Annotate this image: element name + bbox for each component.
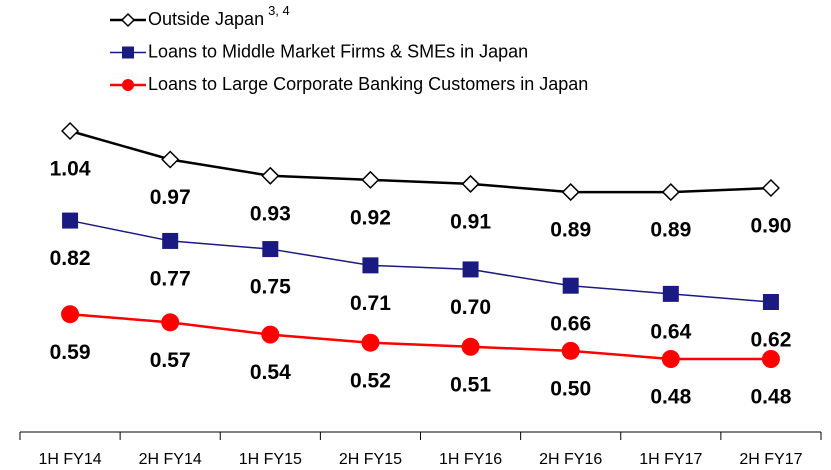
point [761, 350, 780, 368]
series-line [69, 219, 771, 303]
x-tick-label: 1H FY15 [239, 451, 302, 468]
point [561, 183, 580, 202]
data-label: 0.66 [550, 312, 591, 335]
point [261, 166, 280, 185]
point [761, 178, 780, 198]
legend-name: Loans to Large Corporate Banking Custome… [148, 74, 588, 94]
data-label: 0.75 [250, 276, 291, 299]
data-label: 0.89 [650, 219, 691, 242]
point [161, 313, 180, 332]
legend-item: Outside Japan 3, 4 [110, 3, 290, 29]
data-label: 0.48 [751, 386, 792, 409]
data-label: 0.97 [150, 186, 191, 209]
point [161, 150, 180, 169]
data-label: 1.04 [50, 158, 91, 181]
data-label: 0.57 [150, 349, 191, 372]
point [562, 277, 579, 294]
data-label: 0.59 [50, 341, 91, 364]
data-label: 0.82 [50, 247, 91, 270]
point [162, 232, 179, 249]
point [662, 285, 679, 302]
data-label: 0.70 [450, 296, 491, 319]
legend-label: Loans to Large Corporate Banking Custome… [148, 74, 588, 94]
data-label: 0.48 [650, 386, 691, 409]
data-label: 0.54 [250, 361, 291, 384]
data-label: 0.92 [350, 206, 391, 229]
data-label: 0.71 [350, 292, 391, 315]
x-tick-label: 1H FY14 [38, 451, 101, 468]
legend-item: Loans to Middle Market Firms & SMEs in J… [110, 41, 528, 61]
legend-note: 3, 4 [268, 3, 290, 18]
series-line [69, 129, 771, 194]
point [461, 337, 480, 356]
point [261, 325, 280, 344]
x-tick-label: 2H FY16 [539, 451, 602, 468]
point [61, 121, 80, 141]
point [62, 212, 79, 229]
legend-name: Outside Japan [148, 9, 264, 29]
data-label: 0.89 [550, 219, 591, 242]
point [461, 174, 480, 193]
point [361, 170, 380, 189]
point [462, 261, 479, 278]
data-label: 0.91 [450, 210, 491, 233]
point [262, 241, 279, 258]
point [561, 341, 580, 360]
legend-marker [122, 79, 134, 91]
data-label: 0.50 [550, 377, 591, 400]
data-label: 0.62 [751, 329, 792, 352]
point [762, 294, 779, 310]
data-label: 0.64 [650, 320, 691, 343]
point [362, 257, 379, 274]
x-tick-label: 2H FY14 [139, 451, 202, 468]
point [661, 183, 680, 202]
data-label: 0.52 [350, 369, 391, 392]
series-line [69, 312, 771, 361]
data-label: 0.51 [450, 373, 491, 396]
point [661, 350, 680, 368]
legend-label: Loans to Middle Market Firms & SMEs in J… [148, 41, 528, 61]
data-label: 0.93 [250, 202, 291, 225]
legend-marker [120, 12, 136, 28]
x-tick-label: 2H FY17 [739, 451, 802, 468]
x-tick-label: 1H FY16 [439, 451, 502, 468]
legend-name: Loans to Middle Market Firms & SMEs in J… [148, 41, 528, 61]
data-label: 0.90 [751, 215, 792, 238]
legend-item: Loans to Large Corporate Banking Custome… [110, 74, 588, 94]
point [361, 333, 380, 352]
x-tick-label: 2H FY15 [339, 451, 402, 468]
legend-label: Outside Japan 3, 4 [148, 3, 290, 28]
data-label: 0.77 [150, 267, 191, 290]
legend-marker [122, 46, 134, 59]
point [61, 305, 80, 324]
x-tick-label: 1H FY17 [639, 451, 702, 468]
